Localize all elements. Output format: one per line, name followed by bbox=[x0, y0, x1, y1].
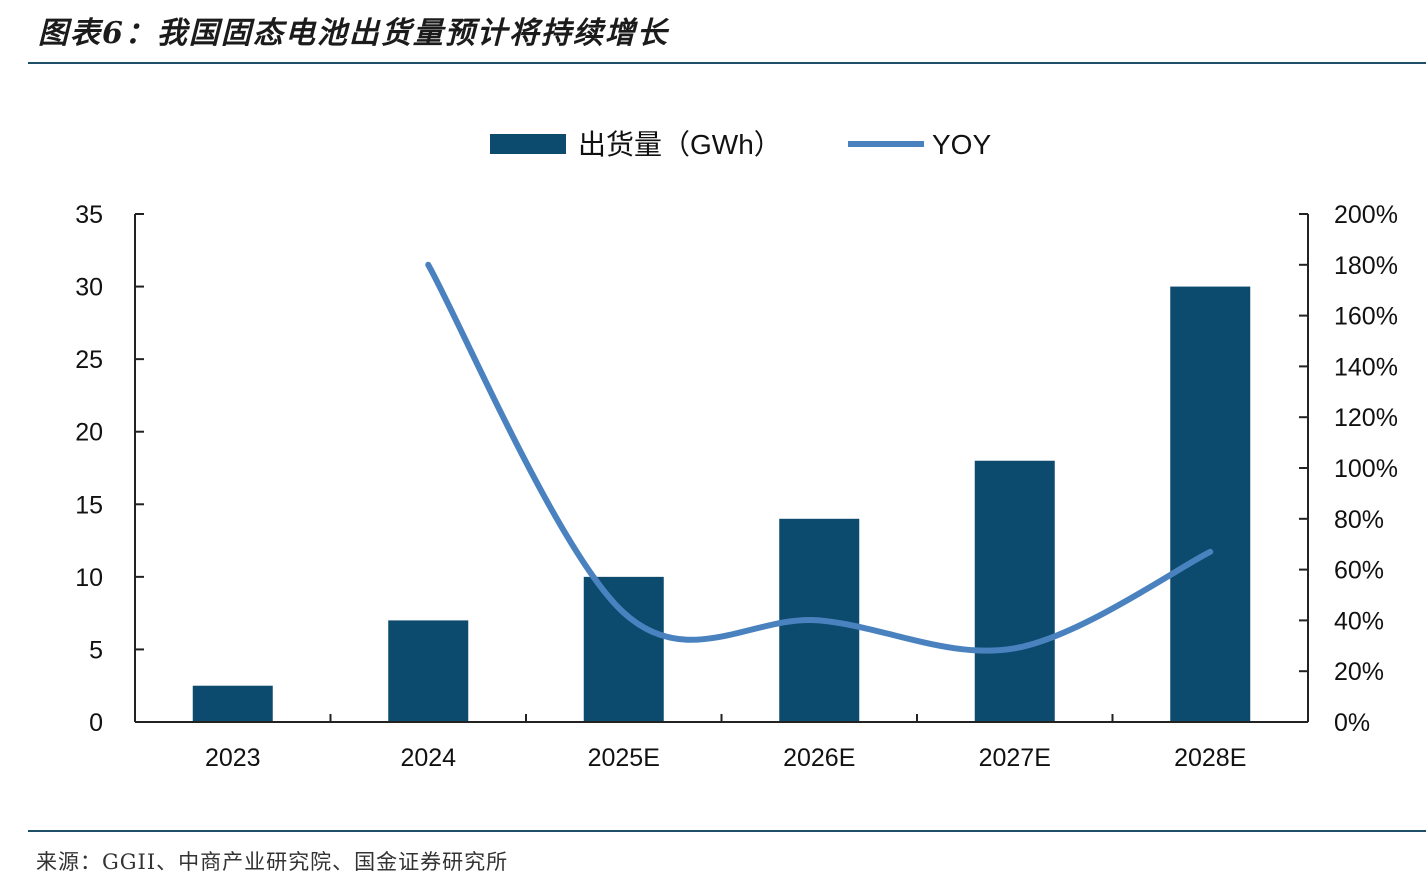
left-tick-label: 35 bbox=[75, 201, 103, 229]
yoy-line-layer bbox=[425, 261, 1214, 654]
right-tick-label: 120% bbox=[1334, 404, 1398, 432]
x-tick-label: 2028E bbox=[1174, 744, 1246, 772]
left-tick-label: 15 bbox=[75, 491, 103, 519]
x-tick-label: 2026E bbox=[783, 744, 855, 772]
right-tick-label: 0% bbox=[1334, 709, 1370, 737]
figure-title: 图表6：我国固态电池出货量预计将持续增长 bbox=[38, 16, 669, 51]
source-note: 来源：GGII、中商产业研究院、国金证券研究所 bbox=[36, 850, 509, 874]
bar-2027E bbox=[974, 460, 1055, 722]
yoy-line bbox=[425, 261, 1214, 654]
right-tick-label: 160% bbox=[1334, 303, 1398, 331]
bar-2024 bbox=[388, 620, 469, 722]
source-divider bbox=[28, 830, 1426, 832]
right-tick-label: 40% bbox=[1334, 607, 1384, 635]
x-tick-label: 2027E bbox=[979, 744, 1051, 772]
title-divider bbox=[28, 62, 1426, 64]
right-tick-label: 180% bbox=[1334, 252, 1398, 280]
right-tick-label: 100% bbox=[1334, 455, 1398, 483]
left-tick-label: 20 bbox=[75, 419, 103, 447]
right-tick-label: 200% bbox=[1334, 201, 1398, 229]
legend: 出货量（GWh） YOY bbox=[490, 129, 991, 160]
bar-2028E bbox=[1170, 286, 1251, 722]
left-tick-label: 25 bbox=[75, 346, 103, 374]
bars-layer bbox=[192, 286, 1251, 722]
x-tick-label: 2025E bbox=[588, 744, 660, 772]
left-tick-label: 5 bbox=[89, 636, 103, 664]
right-tick-label: 80% bbox=[1334, 506, 1384, 534]
legend-bar-label: 出货量（GWh） bbox=[578, 129, 782, 160]
x-tick-label: 2023 bbox=[205, 744, 261, 772]
bar-2023 bbox=[192, 685, 273, 722]
legend-line-label: YOY bbox=[932, 129, 991, 160]
left-tick-label: 10 bbox=[75, 564, 103, 592]
legend-bar-swatch bbox=[490, 134, 566, 154]
x-tick-label: 2024 bbox=[400, 744, 456, 772]
right-tick-label: 60% bbox=[1334, 557, 1384, 585]
left-tick-label: 30 bbox=[75, 274, 103, 302]
left-tick-label: 0 bbox=[89, 709, 103, 737]
right-tick-label: 140% bbox=[1334, 353, 1398, 381]
bar-2025E bbox=[583, 576, 664, 722]
axes-layer: 0 5 10 15 20 25 30 35 0% 20% 40% 60% 80% 100% 120% 140%… bbox=[75, 201, 1398, 772]
right-tick-label: 20% bbox=[1334, 658, 1384, 686]
